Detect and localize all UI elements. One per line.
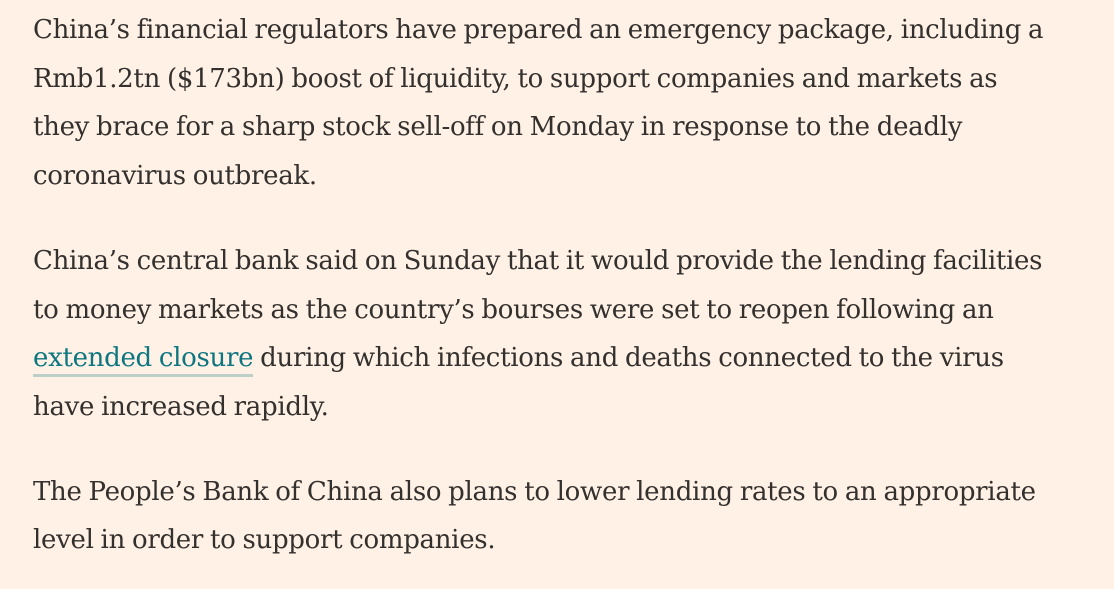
extended-closure-link[interactable]: extended closure xyxy=(33,343,254,378)
paragraph-2-line-2: to money markets as the country’s bourse… xyxy=(33,294,994,325)
paragraph-1: China’s financial regulators have prepar… xyxy=(33,6,1093,201)
paragraph-1-line-4: coronavirus outbreak. xyxy=(33,161,317,192)
paragraph-1-line-1: China’s financial regulators have prepar… xyxy=(33,15,1044,45)
paragraph-1-line-2: Rmb1.2tn ($173bn) boost of liquidity, to… xyxy=(33,63,998,94)
paragraph-3-line-1: The People’s Bank of China also plans to… xyxy=(33,476,1036,507)
paragraph-2-line-1: China’s central bank said on Sunday that… xyxy=(33,245,1043,276)
paragraph-3-line-2: level in order to support companies. xyxy=(33,525,496,556)
paragraph-2-line-3-rest: during which infections and deaths conne… xyxy=(253,343,1004,374)
paragraph-2-line-4: have increased rapidly. xyxy=(33,391,329,422)
paragraph-2: China’s central bank said on Sunday that… xyxy=(33,237,1093,432)
paragraph-3: The People’s Bank of China also plans to… xyxy=(33,468,1093,565)
paragraph-1-line-3: they brace for a sharp stock sell-off on… xyxy=(33,112,963,143)
article-body: China’s financial regulators have prepar… xyxy=(33,6,1093,565)
